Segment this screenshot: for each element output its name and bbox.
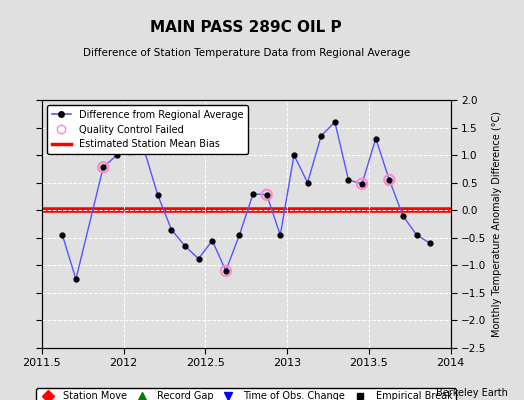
Text: MAIN PASS 289C OIL P: MAIN PASS 289C OIL P	[150, 20, 342, 35]
Legend: Station Move, Record Gap, Time of Obs. Change, Empirical Break: Station Move, Record Gap, Time of Obs. C…	[36, 388, 456, 400]
Point	[385, 177, 394, 183]
Text: Difference of Station Temperature Data from Regional Average: Difference of Station Temperature Data f…	[83, 48, 410, 58]
Text: Berkeley Earth: Berkeley Earth	[436, 388, 508, 398]
Point	[358, 180, 366, 187]
Point	[263, 192, 271, 198]
Point	[126, 146, 135, 153]
Point	[222, 268, 230, 274]
Y-axis label: Monthly Temperature Anomaly Difference (°C): Monthly Temperature Anomaly Difference (…	[492, 111, 502, 337]
Point	[99, 164, 107, 170]
